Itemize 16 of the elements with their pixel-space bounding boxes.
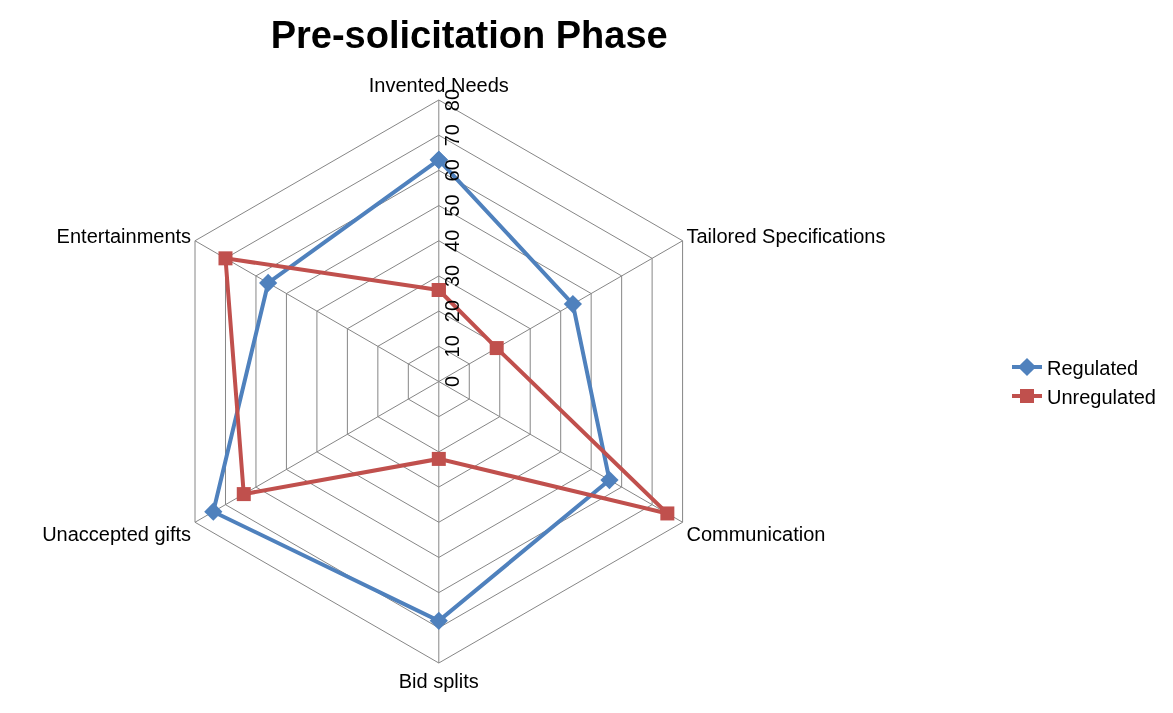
y-tick-label: 30 (441, 264, 464, 288)
y-tick-label: 70 (441, 124, 464, 147)
chart-title: Pre-solicitation Phase (270, 13, 668, 56)
y-tick-label: 0 (441, 375, 464, 388)
spoke-label: Unaccepted gifts (42, 522, 192, 545)
y-tick-label: 50 (441, 194, 464, 217)
legend-label: Unregulated (1047, 385, 1156, 408)
y-tick-label: 40 (441, 229, 464, 252)
spoke-label: Entertainments (56, 224, 192, 247)
spoke-label: Bid splits (398, 669, 479, 692)
y-tick-label: 20 (441, 299, 464, 323)
spoke-label: Tailored Specifications (686, 224, 886, 247)
y-tick-label: 60 (441, 159, 464, 182)
y-tick-label: 10 (441, 335, 464, 358)
legend-label: Regulated (1047, 356, 1139, 379)
spoke-label: Communication (686, 522, 826, 545)
